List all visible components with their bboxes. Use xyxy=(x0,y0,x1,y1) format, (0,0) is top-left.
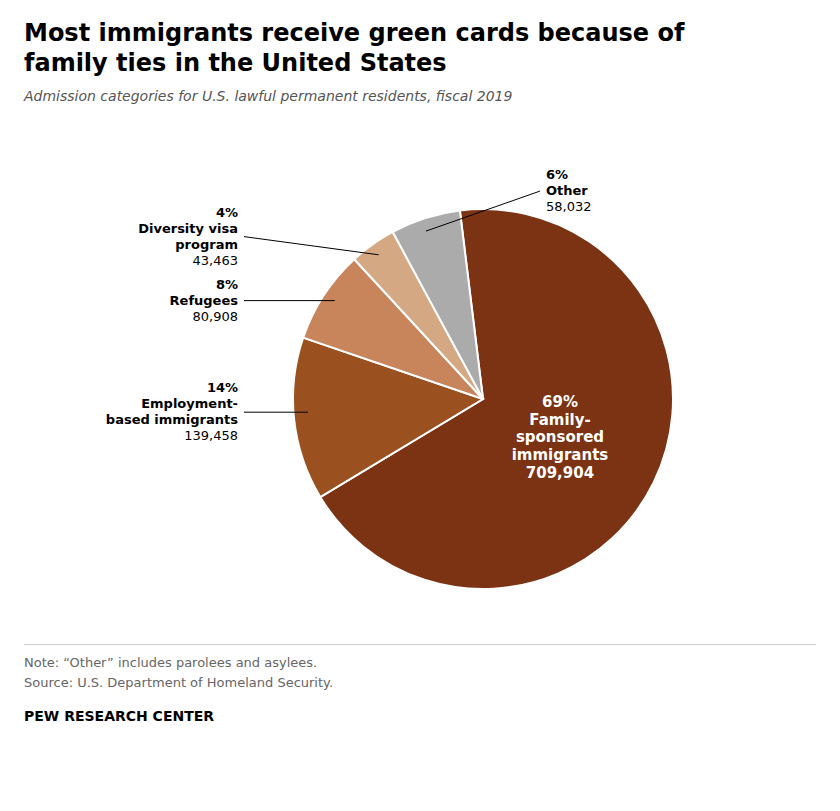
html-text:Note: “Other” includes parolee: Note: “Other” includes parolees and asyl… xyxy=(24,655,318,670)
html-text:Source: U.S. Department of Hom: Source: U.S. Department of Homeland Secu… xyxy=(24,674,333,690)
html-text:Most immigrants receive green: Most immigrants receive green cards beca… xyxy=(24,19,685,77)
svg-text:6%Other58,032: 6%Other58,032 xyxy=(546,167,592,214)
svg-text:69%Family-sponsoredimmigrants7: 69%Family-sponsoredimmigrants709,904 xyxy=(512,393,609,481)
html-text:PEW RESEARCH CENTER: PEW RESEARCH CENTER xyxy=(24,708,215,724)
svg-text:4%Diversity visaprogram43,463: 4%Diversity visaprogram43,463 xyxy=(138,205,238,268)
svg-text:14%Employment-based immigrants: 14%Employment-based immigrants139,458 xyxy=(106,380,238,443)
svg-text:8%Refugees80,908: 8%Refugees80,908 xyxy=(170,277,239,324)
html-text:Admission categories for U.S.: Admission categories for U.S. lawful per… xyxy=(24,88,513,104)
